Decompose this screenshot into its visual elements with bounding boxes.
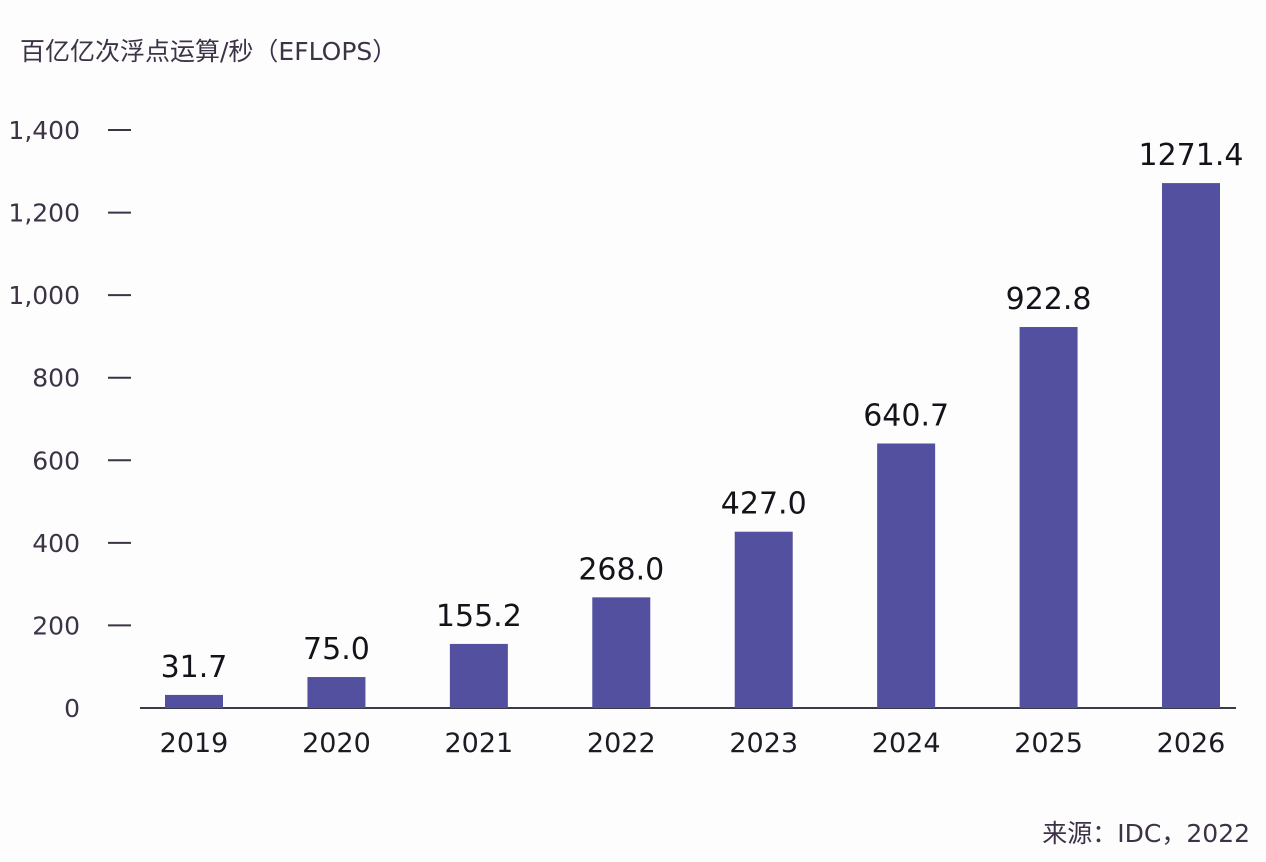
bar-2020 xyxy=(307,677,366,708)
x-tick-label: 2021 xyxy=(444,728,513,759)
y-tick-label: 800 xyxy=(32,364,80,393)
y-tick-label: 1,200 xyxy=(8,199,80,228)
y-tick-label: 600 xyxy=(32,446,80,475)
data-label: 268.0 xyxy=(578,552,664,587)
bar-2021 xyxy=(449,643,508,708)
data-label: 640.7 xyxy=(863,398,949,433)
y-tick-label: 200 xyxy=(32,611,80,640)
data-label: 31.7 xyxy=(161,650,228,685)
x-tick-label: 2025 xyxy=(1014,728,1083,759)
bar-2019 xyxy=(165,694,223,708)
bar-2026 xyxy=(1162,183,1220,708)
y-tick-label: 0 xyxy=(64,694,80,723)
x-tick-label: 2024 xyxy=(872,728,941,759)
source-note: 来源：IDC，2022 xyxy=(1042,819,1250,848)
x-tick-label: 2020 xyxy=(302,728,371,759)
data-label: 75.0 xyxy=(303,632,370,667)
x-tick-label: 2019 xyxy=(160,728,229,759)
data-label: 427.0 xyxy=(721,487,807,522)
y-axis-title: 百亿亿次浮点运算/秒（EFLOPS） xyxy=(20,37,397,66)
bar-2023 xyxy=(734,531,793,708)
data-label: 155.2 xyxy=(436,599,522,634)
y-tick-label: 1,000 xyxy=(8,281,80,310)
y-tick-label: 400 xyxy=(32,529,80,558)
x-tick-label: 2026 xyxy=(1157,728,1226,759)
x-tick-label: 2023 xyxy=(729,728,798,759)
bar-2022 xyxy=(592,597,651,708)
data-label: 1271.4 xyxy=(1139,138,1244,173)
x-tick-label: 2022 xyxy=(587,728,656,759)
y-tick-label: 1,400 xyxy=(8,116,80,145)
data-label: 922.8 xyxy=(1006,282,1092,317)
bar-2024 xyxy=(877,443,936,708)
bar-2025 xyxy=(1019,327,1078,708)
